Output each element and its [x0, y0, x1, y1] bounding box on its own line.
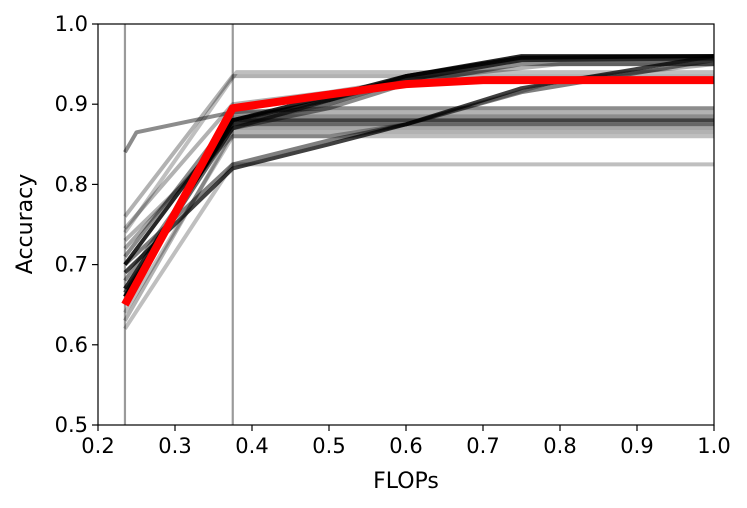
y-tick-label: 1.0 — [55, 12, 88, 36]
trial-line-19 — [123, 56, 715, 294]
trial-line-5 — [123, 62, 714, 282]
trial-line-2 — [123, 58, 715, 267]
x-tick-label: 1.0 — [697, 434, 730, 458]
x-tick-label: 0.8 — [543, 434, 576, 458]
x-axis-label: FLOPs — [373, 469, 439, 494]
y-axis-label: Accuracy — [13, 174, 38, 274]
x-tick-label: 0.6 — [389, 434, 422, 458]
y-tick-label: 0.8 — [55, 172, 88, 196]
x-tick-label: 0.4 — [235, 434, 268, 458]
x-tick-label: 0.3 — [158, 434, 191, 458]
trial-line-16 — [123, 130, 714, 322]
highlight-line-layer — [121, 76, 714, 307]
trial-line-11 — [123, 162, 714, 330]
y-tick-label: 0.7 — [55, 253, 88, 277]
x-tick-label: 0.2 — [81, 434, 114, 458]
trial-lines — [123, 54, 715, 330]
y-axis-ticks: 0.5 0.6 0.7 0.8 0.9 1.0 — [55, 12, 98, 437]
trial-line-13 — [123, 70, 714, 234]
x-tick-label: 0.5 — [312, 434, 345, 458]
trial-line-10 — [123, 134, 714, 314]
x-tick-label: 0.7 — [466, 434, 499, 458]
reference-lines — [123, 24, 234, 425]
highlight-line — [121, 76, 714, 307]
trial-line-4 — [123, 58, 714, 290]
x-axis-ticks: 0.2 0.3 0.4 0.5 0.6 0.7 0.8 0.9 1.0 — [81, 425, 731, 458]
x-tick-label: 0.9 — [620, 434, 653, 458]
y-tick-label: 0.6 — [55, 333, 88, 357]
y-tick-label: 0.5 — [55, 413, 88, 437]
y-tick-label: 0.9 — [55, 92, 88, 116]
trial-line-3 — [123, 54, 715, 298]
